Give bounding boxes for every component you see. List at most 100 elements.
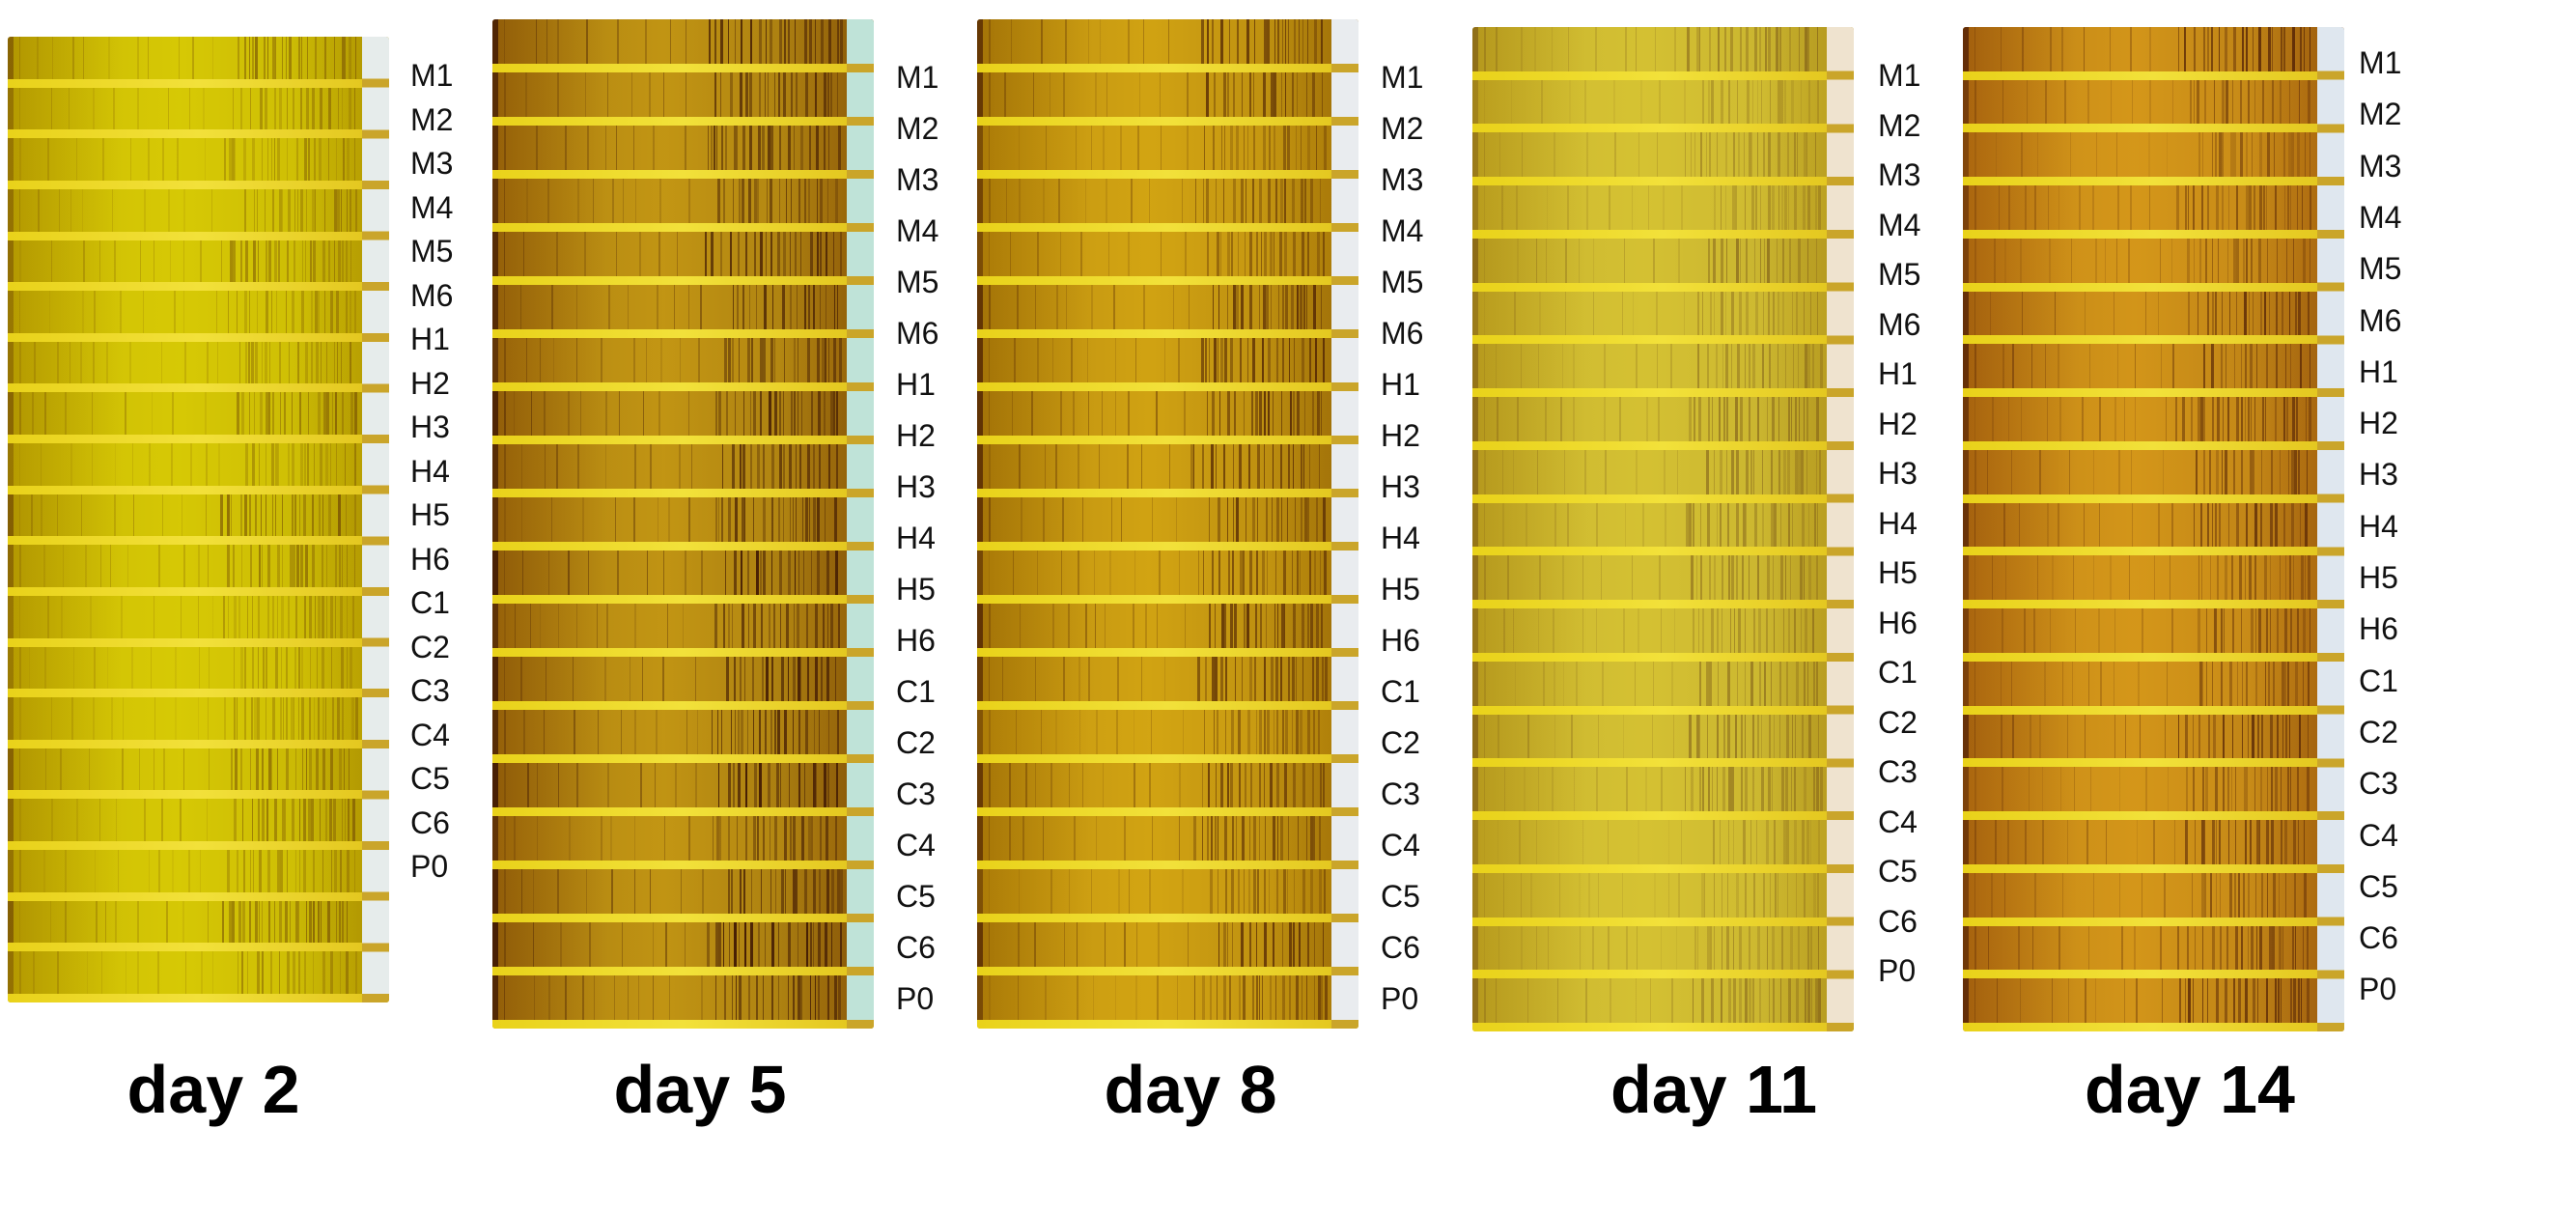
lane-separator xyxy=(8,435,389,444)
lane-label: H2 xyxy=(2359,406,2398,441)
lane-label: C3 xyxy=(896,776,936,811)
gel-lane xyxy=(977,126,1358,170)
lane-label: H3 xyxy=(1878,456,1918,491)
gel-lane xyxy=(492,19,874,64)
gel-lane xyxy=(1472,449,1854,494)
comb-wells xyxy=(362,37,389,1002)
lane-label: M1 xyxy=(410,58,454,93)
lane-label: M5 xyxy=(1381,265,1424,299)
lane-label: H4 xyxy=(2359,508,2398,544)
gel-lane xyxy=(8,37,389,79)
lane-label: M1 xyxy=(1878,58,1921,93)
lane-separator xyxy=(1963,440,2344,450)
lane-separator xyxy=(8,689,389,698)
lane-label: H2 xyxy=(1381,418,1420,453)
lane-separator xyxy=(1472,229,1854,239)
gel-lane xyxy=(1963,344,2344,389)
gel-lane xyxy=(1472,238,1854,283)
gel-lane xyxy=(977,763,1358,807)
lane-separator xyxy=(1963,970,2344,979)
lane-separator xyxy=(1963,547,2344,556)
lane-separator xyxy=(8,78,389,88)
gel-lane xyxy=(8,188,389,232)
gel-lane xyxy=(977,604,1358,648)
lane-label: H6 xyxy=(1878,605,1918,640)
lane-separator xyxy=(8,129,389,139)
lane-label: P0 xyxy=(410,849,449,884)
lane-separator xyxy=(492,64,874,72)
lane-separator xyxy=(492,117,874,126)
lane-separator xyxy=(977,754,1358,763)
lane-label: H4 xyxy=(1381,521,1420,555)
lane-label: H6 xyxy=(2359,611,2398,647)
lane-label: H2 xyxy=(896,418,936,453)
lane-label: H1 xyxy=(1878,356,1918,391)
lane-separator xyxy=(492,329,874,338)
lane-label: C4 xyxy=(896,828,936,862)
lane-separator xyxy=(1472,440,1854,450)
lane-separator xyxy=(1963,177,2344,186)
gel-lane xyxy=(8,240,389,283)
lane-separator xyxy=(492,1020,874,1029)
gel-lane xyxy=(1472,79,1854,125)
gel-lane xyxy=(1963,27,2344,71)
lane-separator xyxy=(977,382,1358,391)
gel-lane xyxy=(8,392,389,436)
lane-label: C4 xyxy=(2359,817,2398,853)
gel-lane xyxy=(977,497,1358,542)
gel-lane xyxy=(977,710,1358,754)
lane-separator xyxy=(492,276,874,285)
gel-lane xyxy=(1963,714,2344,759)
lane-label: P0 xyxy=(896,981,935,1016)
gel-lane xyxy=(977,922,1358,967)
gel-lane xyxy=(492,126,874,170)
lane-separator xyxy=(1963,335,2344,345)
lane-label: H6 xyxy=(1381,623,1420,658)
lane-separator xyxy=(8,790,389,800)
lane-label: M4 xyxy=(896,213,939,248)
lane-label: C4 xyxy=(1381,828,1420,862)
lane-separator xyxy=(1472,970,1854,979)
lane-label: M6 xyxy=(896,316,939,351)
lane-separator xyxy=(8,332,389,342)
day-label: day 8 xyxy=(1104,1052,1277,1127)
lane-label: M4 xyxy=(2359,199,2402,235)
lane-separator xyxy=(8,231,389,240)
lane-separator xyxy=(1963,71,2344,80)
gel-lane xyxy=(1963,502,2344,548)
lane-separator xyxy=(977,807,1358,816)
gel-lane xyxy=(977,816,1358,861)
gel-lane xyxy=(1963,767,2344,812)
day-label: day 2 xyxy=(126,1052,300,1127)
lane-label: M5 xyxy=(896,265,939,299)
lane-label: M2 xyxy=(1381,111,1424,146)
lane-separator xyxy=(1472,71,1854,80)
gel-lane xyxy=(492,869,874,914)
gel-lane xyxy=(492,551,874,595)
gel-lane xyxy=(977,179,1358,223)
gel-image xyxy=(8,37,389,1002)
lane-separator xyxy=(1963,124,2344,133)
lane-separator xyxy=(1963,705,2344,715)
gel-lane xyxy=(977,391,1358,436)
lane-label: H6 xyxy=(410,541,450,577)
lane-separator xyxy=(492,542,874,551)
comb-wells xyxy=(2317,27,2344,1031)
lane-label: M4 xyxy=(410,189,454,225)
gel-lane xyxy=(1472,397,1854,441)
lane-label: C2 xyxy=(896,725,936,760)
lane-separator xyxy=(492,861,874,869)
gel-image xyxy=(977,19,1358,1029)
lane-separator xyxy=(1963,494,2344,503)
lane-separator xyxy=(977,223,1358,232)
lane-separator xyxy=(977,117,1358,126)
lane-separator xyxy=(1472,547,1854,556)
lane-separator xyxy=(1963,229,2344,239)
lane-separator xyxy=(492,701,874,710)
lane-separator xyxy=(492,489,874,497)
gel-lane xyxy=(1963,132,2344,178)
lane-separator xyxy=(977,1020,1358,1029)
day-label: day 11 xyxy=(1610,1052,1818,1127)
gel-lane xyxy=(8,341,389,384)
